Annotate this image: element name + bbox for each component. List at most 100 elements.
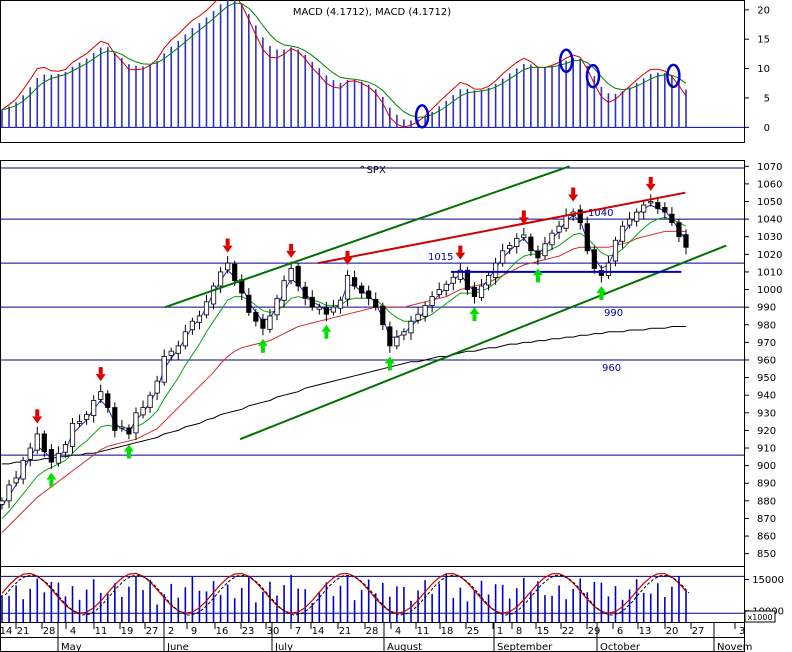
x-day-label: 21 (17, 626, 30, 637)
x-day-label: 3 (739, 626, 745, 637)
candle-body (260, 318, 266, 329)
sell-arrow-icon (455, 245, 466, 260)
x-day-label: 13 (639, 626, 652, 637)
candle-body (133, 412, 139, 434)
x-day-label: 20 (666, 626, 679, 637)
macd-signal-circle (414, 104, 430, 129)
x-day-label: 27 (146, 626, 159, 637)
price-tick-label: 930 (757, 408, 776, 419)
price-tick-label: 1030 (757, 232, 782, 243)
buy-arrow-icon (123, 444, 134, 459)
candle-body (577, 209, 583, 224)
candle-body (0, 500, 5, 505)
candle-body (648, 201, 654, 204)
candle-body (182, 331, 188, 347)
candle-body (76, 421, 83, 424)
buy-arrow-icon (321, 324, 332, 339)
x-day-label: 28 (366, 626, 379, 637)
x-day-label: 19 (121, 626, 134, 637)
candle-body (359, 285, 365, 294)
candle-body (591, 249, 597, 269)
candle-body (535, 250, 541, 259)
candle-body (6, 484, 12, 502)
price-tick-label: 960 (757, 355, 776, 366)
x-day-label: 22 (562, 626, 575, 637)
candle-body (485, 275, 492, 286)
volume-oscillator-line (1, 572, 687, 614)
candle-body (457, 269, 463, 280)
price-panel: ^SPX 850 860 870 880 890 900 910 920 930 940 950 96… (0, 160, 782, 567)
sell-arrow-icon (222, 238, 233, 253)
candle-body (626, 218, 633, 226)
macd-plot (1, 0, 744, 129)
candle-body (443, 283, 449, 291)
macd-signal-circle (558, 48, 574, 74)
candle-body (436, 289, 442, 295)
x-day-label: 25 (467, 626, 480, 637)
candle-body (669, 213, 675, 224)
candle-body (542, 243, 548, 257)
candle-body (302, 286, 308, 299)
price-y-axis: 850 860 870 880 890 900 910 920 930 940 950 960 970 9… (745, 162, 782, 560)
candle-body (55, 452, 62, 464)
macd-tick-label: 20 (757, 5, 770, 16)
candle-body (309, 296, 315, 308)
candle-body (563, 215, 569, 229)
price-tick-label: 990 (757, 303, 776, 314)
price-tick-label: 950 (757, 373, 776, 384)
candle-body (147, 394, 153, 408)
x-day-label: 4 (70, 626, 76, 637)
buy-arrow-icon (46, 472, 57, 487)
price-tick-label: 940 (757, 391, 776, 402)
buy-arrow-icon (532, 268, 543, 283)
candle-body (267, 315, 273, 330)
x-month-label: October (600, 642, 641, 652)
macd-tick-label: 10 (757, 64, 770, 75)
x-day-label: 9 (191, 626, 197, 637)
volume-panel: 1000015000 x1000 (0, 566, 784, 623)
candle-body (450, 276, 456, 284)
volume-plot (1, 572, 744, 622)
price-tick-label: 910 (757, 444, 776, 455)
candle-body (471, 287, 478, 297)
candle-body (478, 285, 485, 299)
candle-body (140, 407, 146, 416)
candle-body (323, 306, 329, 315)
x-day-label: 30 (267, 626, 280, 637)
level-label: 960 (602, 363, 621, 374)
candle-body (246, 294, 252, 313)
x-day-label: 6 (617, 626, 623, 637)
candle-body (274, 297, 280, 316)
x-day-label: 18 (441, 626, 454, 637)
volume-tick-label: 15000 (752, 575, 784, 586)
volume-unit-box (744, 610, 776, 623)
price-tick-label: 900 (757, 461, 776, 472)
x-day-label: 15 (537, 626, 550, 637)
x-day-label: 27 (692, 626, 705, 637)
x-day-label: 8 (516, 626, 522, 637)
candle-body (316, 306, 322, 310)
candle-body (380, 305, 386, 326)
candle-body (41, 433, 47, 452)
price-tick-label: 1040 (757, 215, 782, 226)
x-day-label: 11 (95, 626, 108, 637)
buy-arrow-icon (384, 356, 395, 371)
candle-body (69, 422, 76, 448)
candle-body (676, 222, 682, 238)
x-day-label: 21 (339, 626, 352, 637)
macd-signal-circle (585, 63, 601, 89)
candle-body (415, 313, 421, 321)
candle-body (232, 263, 238, 282)
candle-body (288, 268, 294, 282)
moving-average-line (1, 230, 686, 533)
price-tick-label: 880 (757, 496, 776, 507)
candle-body (217, 271, 224, 287)
sell-arrow-icon (342, 250, 353, 265)
candle-body (422, 304, 428, 317)
candle-body (605, 262, 612, 276)
x-day-label: 28 (43, 626, 56, 637)
macd-title: MACD (4.1712), MACD (4.1712) (293, 7, 451, 18)
x-month-label: Novem (717, 642, 752, 652)
buy-arrow-icon (469, 307, 480, 322)
trendline (239, 244, 727, 441)
